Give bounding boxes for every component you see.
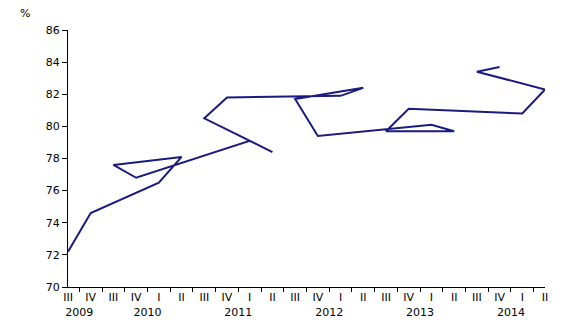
svg-text:III: III	[199, 291, 209, 304]
svg-text:80: 80	[46, 120, 60, 133]
svg-text:III: III	[63, 291, 73, 304]
svg-text:72: 72	[46, 249, 60, 262]
svg-text:II: II	[542, 291, 549, 304]
svg-text:2014: 2014	[497, 306, 525, 319]
svg-text:III: III	[381, 291, 391, 304]
svg-text:II: II	[360, 291, 367, 304]
svg-text:II: II	[451, 291, 458, 304]
svg-text:2011: 2011	[224, 306, 252, 319]
svg-text:II: II	[178, 291, 185, 304]
svg-text:86: 86	[46, 24, 60, 37]
svg-text:IV: IV	[312, 291, 323, 304]
svg-text:%: %	[20, 7, 30, 20]
svg-text:2012: 2012	[315, 306, 343, 319]
svg-text:76: 76	[46, 184, 60, 197]
svg-text:I: I	[157, 291, 160, 304]
svg-text:74: 74	[46, 217, 60, 230]
svg-text:70: 70	[46, 281, 60, 294]
svg-text:I: I	[430, 291, 433, 304]
svg-text:2013: 2013	[406, 306, 434, 319]
svg-text:I: I	[521, 291, 524, 304]
svg-text:IV: IV	[85, 291, 96, 304]
svg-text:78: 78	[46, 152, 60, 165]
svg-text:IV: IV	[131, 291, 142, 304]
svg-text:III: III	[290, 291, 300, 304]
svg-text:I: I	[248, 291, 251, 304]
svg-text:IV: IV	[494, 291, 505, 304]
svg-text:2010: 2010	[134, 306, 162, 319]
svg-text:II: II	[269, 291, 276, 304]
svg-text:82: 82	[46, 88, 60, 101]
svg-text:2009: 2009	[65, 306, 93, 319]
svg-text:III: III	[109, 291, 119, 304]
svg-text:I: I	[339, 291, 342, 304]
svg-text:IV: IV	[403, 291, 414, 304]
svg-text:III: III	[472, 291, 482, 304]
svg-text:IV: IV	[222, 291, 233, 304]
svg-text:84: 84	[46, 56, 60, 69]
